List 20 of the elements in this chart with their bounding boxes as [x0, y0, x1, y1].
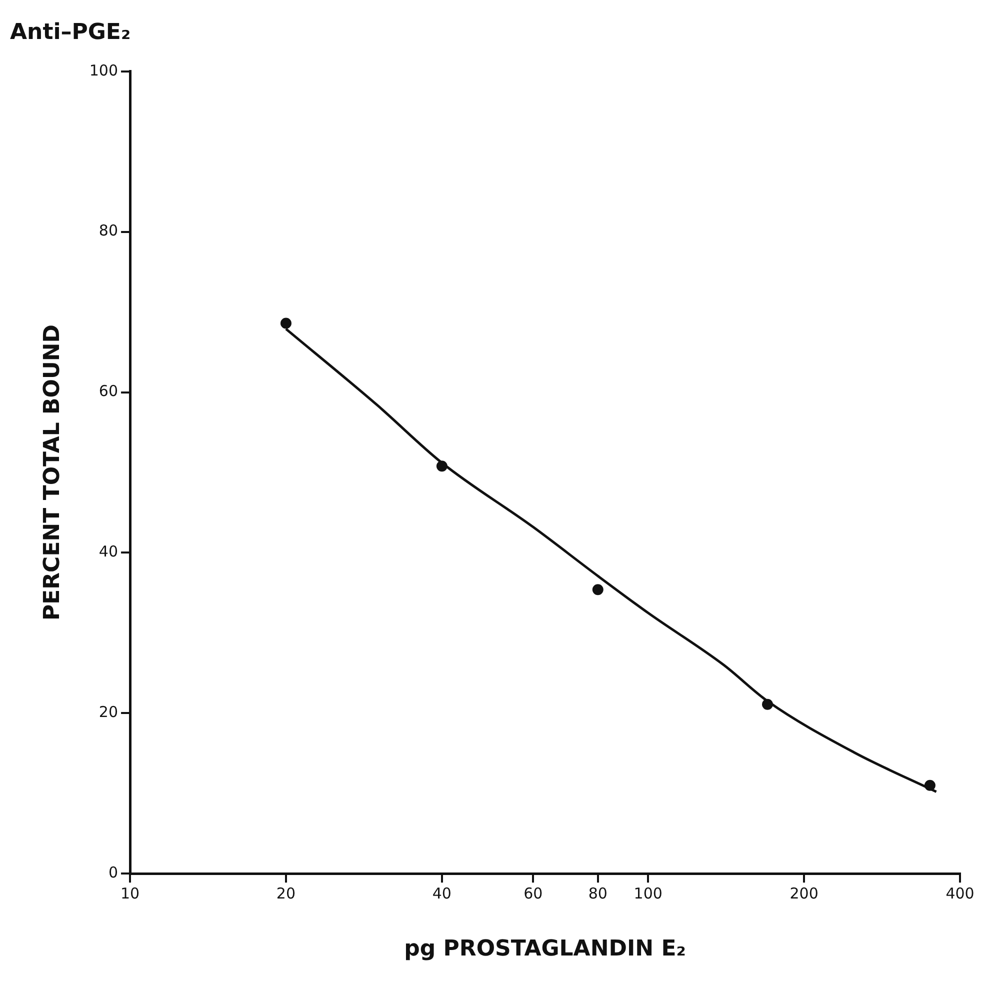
y-axis-title: PERCENT TOTAL BOUND: [40, 324, 65, 621]
chart-title: Anti–PGE₂: [10, 20, 131, 45]
y-tick-label: 0: [108, 863, 118, 882]
x-tick-label: 60: [524, 884, 543, 902]
point: [924, 780, 936, 791]
point: [436, 460, 448, 472]
y-tick-label: 20: [98, 703, 118, 722]
x-tick-label: 400: [946, 884, 974, 902]
x-tick-label: 80: [588, 884, 608, 902]
y-tick-label: 60: [98, 382, 118, 400]
y-tick-label: 80: [98, 222, 118, 240]
point: [762, 698, 773, 710]
x-tick-label: 10: [120, 884, 140, 902]
y-tick-label: 100: [89, 61, 118, 80]
x-tick-label: 20: [276, 884, 296, 902]
x-tick-label: 40: [432, 884, 452, 902]
y-tick-label: 40: [98, 542, 118, 561]
x-axis-title: pg PROSTAGLANDIN E₂: [404, 936, 686, 962]
x-tick-label: 200: [790, 884, 818, 902]
x-tick-label: 100: [634, 884, 662, 902]
